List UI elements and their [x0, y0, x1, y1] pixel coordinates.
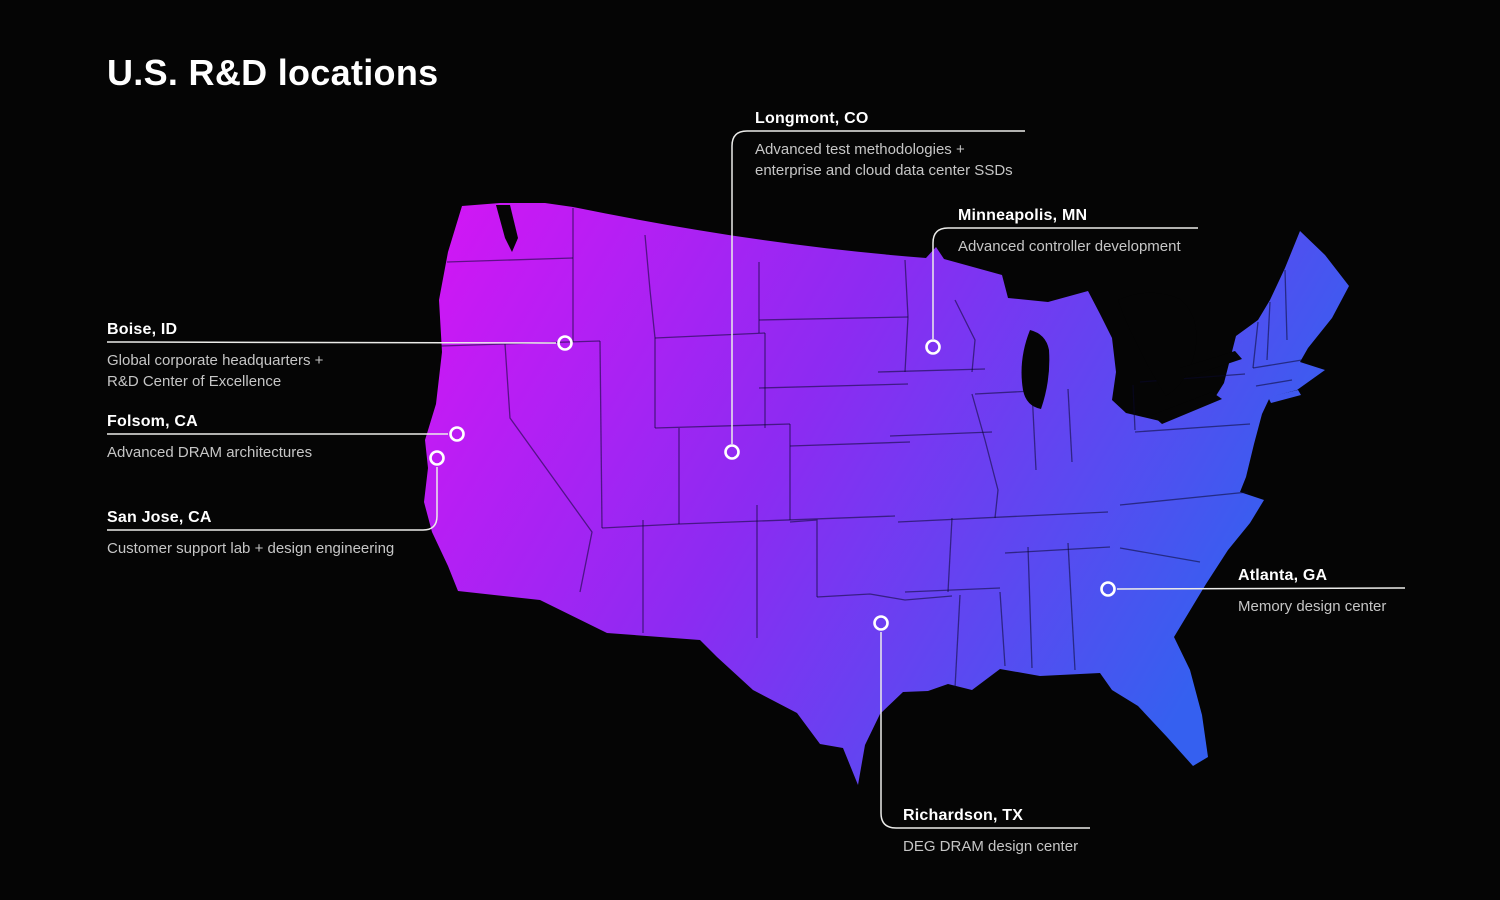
marker-sanjose	[429, 450, 445, 466]
marker-richardson	[873, 615, 889, 631]
location-city: Boise, ID	[107, 321, 178, 338]
location-label-atlanta: Atlanta, GA Memory design center	[1238, 567, 1386, 617]
lake-huron	[1118, 292, 1197, 396]
location-city: San Jose, CA	[107, 509, 212, 526]
puget-sound	[496, 205, 518, 252]
lake-michigan	[1021, 330, 1050, 409]
marker-longmont	[724, 444, 740, 460]
location-city: Minneapolis, MN	[958, 207, 1088, 224]
marker-atlanta	[1100, 581, 1116, 597]
location-label-boise: Boise, ID Global corporate headquarters …	[107, 321, 323, 392]
location-description: Advanced controller development	[958, 238, 1181, 255]
lake-erie	[1152, 392, 1222, 424]
location-city: Atlanta, GA	[1238, 567, 1328, 584]
marker-folsom	[449, 426, 465, 442]
location-label-folsom: Folsom, CA Advanced DRAM architectures	[107, 413, 312, 463]
location-label-richardson: Richardson, TX DEG DRAM design center	[903, 807, 1078, 857]
location-markers	[429, 335, 1116, 631]
location-description: Advanced test methodologies + enterprise…	[755, 141, 1013, 179]
location-description: Customer support lab + design engineerin…	[107, 540, 395, 557]
us-outline	[424, 203, 1349, 785]
location-description: Memory design center	[1238, 598, 1387, 615]
location-city: Richardson, TX	[903, 807, 1024, 824]
long-island	[1268, 390, 1301, 403]
callout-line-atlanta	[1116, 587, 1406, 590]
callout-line-richardson	[880, 632, 1090, 829]
callout-line-boise	[106, 341, 557, 344]
location-city: Folsom, CA	[107, 413, 198, 430]
callout-lines	[106, 130, 1406, 829]
location-city: Longmont, CO	[755, 110, 869, 127]
great-lakes	[496, 205, 1242, 424]
lake-ontario	[1180, 351, 1242, 377]
location-description: DEG DRAM design center	[903, 838, 1079, 855]
location-description: Advanced DRAM architectures	[107, 444, 313, 461]
state-borders	[440, 208, 1303, 689]
location-label-longmont: Longmont, CO Advanced test methodologies…	[755, 110, 1013, 181]
location-label-sanjose: San Jose, CA Customer support lab + desi…	[107, 509, 394, 559]
callout-line-minneapolis	[932, 227, 1198, 339]
us-map	[424, 203, 1349, 785]
marker-boise	[557, 335, 573, 351]
callout-line-longmont	[731, 130, 1025, 444]
page-title: U.S. R&D locations	[107, 52, 439, 93]
location-label-minneapolis: Minneapolis, MN Advanced controller deve…	[958, 207, 1181, 257]
callout-line-sanjose	[107, 467, 438, 531]
location-description: Global corporate headquarters + R&D Cent…	[107, 352, 324, 390]
marker-minneapolis	[925, 339, 941, 355]
